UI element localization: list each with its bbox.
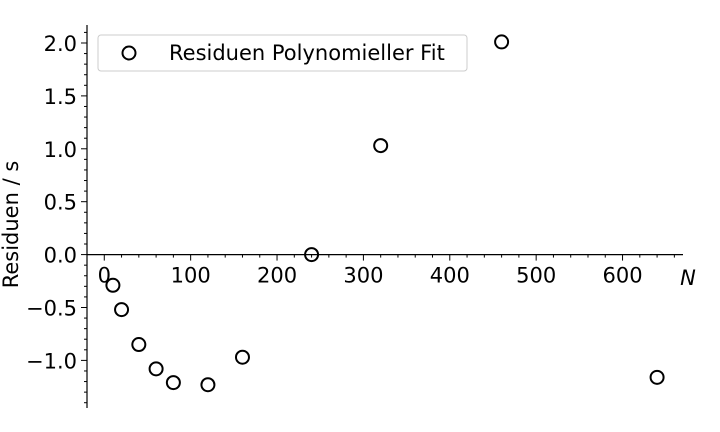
data-point — [105, 277, 121, 293]
x-tick-label: 500 — [516, 264, 556, 288]
x-tick-label: 0 — [98, 264, 111, 288]
y-tick-label: 1.0 — [44, 138, 77, 162]
legend: Residuen Polynomieller Fit — [97, 34, 468, 72]
x-tick-label: 200 — [257, 264, 297, 288]
y-tick-label: 0.0 — [44, 244, 77, 268]
legend-label: Residuen Polynomieller Fit — [169, 41, 445, 65]
y-axis-label: Residuen / s — [0, 161, 23, 289]
x-tick-label: 400 — [430, 264, 470, 288]
legend-marker — [121, 45, 137, 61]
y-ticks: −1.0 −0.5 0.0 0.5 1.0 1.5 2.0 — [26, 31, 87, 404]
x-tick-label: 100 — [171, 264, 211, 288]
legend-box — [97, 34, 468, 72]
data-point — [148, 361, 164, 377]
data-points — [105, 34, 665, 393]
y-tick-label: −0.5 — [26, 296, 77, 320]
data-point — [200, 377, 216, 393]
y-tick-label: 2.0 — [44, 32, 77, 56]
y-tick-label: 1.5 — [44, 85, 77, 109]
y-tick-label: 0.5 — [44, 191, 77, 215]
data-point — [131, 337, 147, 353]
y-tick-label: −1.0 — [26, 349, 77, 373]
x-tick-label: 300 — [343, 264, 383, 288]
data-point — [304, 247, 320, 263]
axes — [86, 25, 683, 408]
data-point — [165, 375, 181, 391]
data-point — [234, 349, 250, 365]
data-point — [494, 34, 510, 50]
x-tick-label: 600 — [602, 264, 642, 288]
data-point — [114, 302, 130, 318]
data-point — [373, 138, 389, 154]
x-ticks: 0 100 200 300 400 500 600 — [86, 254, 675, 288]
x-axis-label: N — [680, 266, 696, 290]
data-point — [649, 369, 665, 385]
